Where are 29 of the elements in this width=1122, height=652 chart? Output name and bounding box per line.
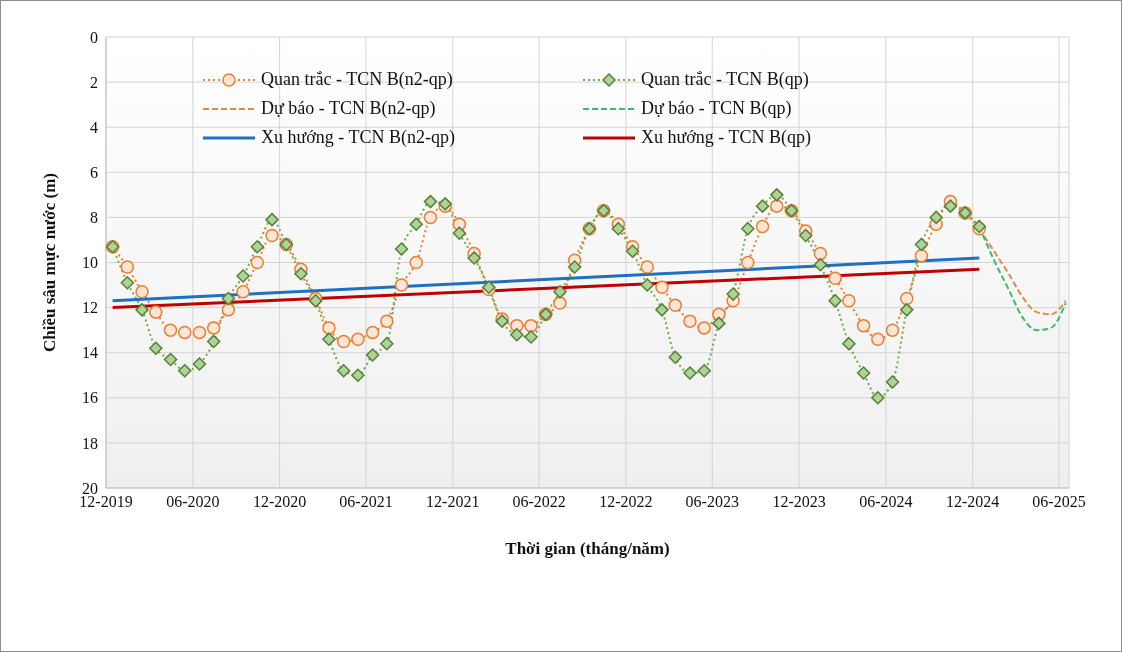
y-tick-label: 0: [90, 28, 98, 46]
y-axis-title: Chiều sâu mực nước (m): [40, 172, 60, 353]
x-tick-label: 06-2023: [685, 493, 739, 511]
y-tick-label: 14: [82, 344, 98, 362]
x-tick-label: 06-2024: [859, 493, 913, 511]
legend-label: Dự báo - TCN B(qp): [641, 98, 792, 119]
x-tick-label: 06-2025: [1032, 493, 1086, 511]
x-tick-label: 12-2024: [946, 493, 1000, 511]
x-axis-title: Thời gian (tháng/năm): [505, 539, 670, 558]
y-tick-label: 12: [82, 299, 98, 317]
x-tick-label: 06-2021: [339, 493, 393, 511]
legend-label: Quan trắc - TCN B(qp): [641, 69, 809, 90]
y-tick-label: 8: [90, 209, 98, 227]
y-tick-label: 6: [90, 163, 98, 181]
legend-label: Xu hướng - TCN B(n2-qp): [261, 127, 455, 148]
y-tick-label: 10: [82, 254, 98, 272]
x-tick-label: 12-2020: [252, 493, 307, 511]
legend-label: Xu hướng - TCN B(qp): [641, 127, 811, 148]
legend-label: Dự báo - TCN B(n2-qp): [261, 98, 436, 119]
y-tick-label: 18: [82, 434, 98, 452]
legend-label: Quan trắc - TCN B(n2-qp): [261, 69, 453, 90]
x-tick-label: 06-2020: [166, 493, 220, 511]
x-tick-label: 06-2022: [512, 493, 566, 511]
x-tick-label: 12-2023: [772, 493, 826, 511]
x-tick-label: 12-2022: [599, 493, 653, 511]
x-tick-label: 12-2021: [426, 493, 480, 511]
y-tick-label: 2: [90, 73, 98, 91]
y-tick-label: 4: [90, 118, 98, 136]
y-tick-label: 16: [82, 389, 98, 407]
